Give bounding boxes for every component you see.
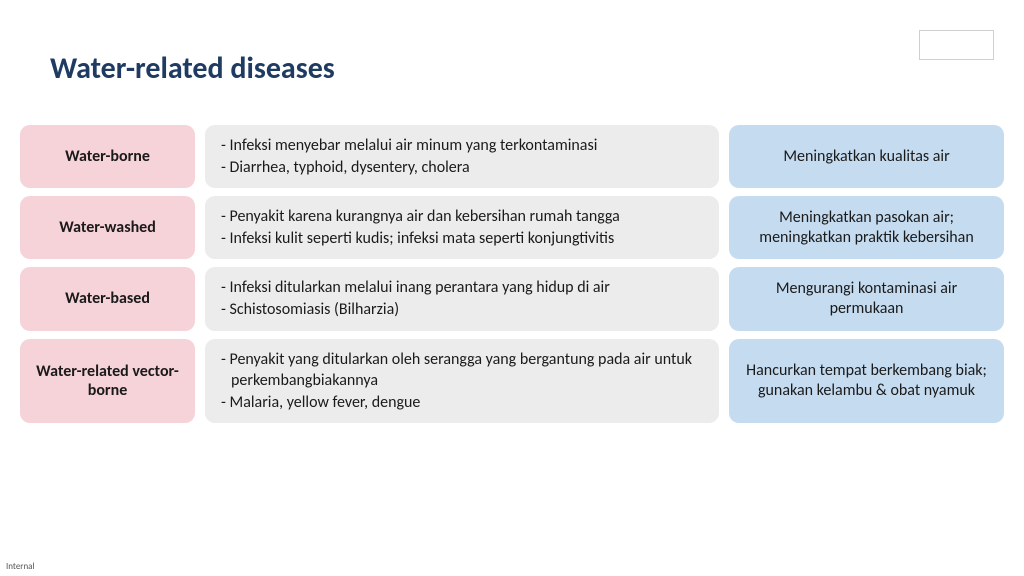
- category-cell: Water-borne: [20, 125, 195, 188]
- action-cell: Meningkatkan pasokan air; meningkatkan p…: [729, 196, 1004, 259]
- page-title: Water-related diseases: [50, 50, 335, 87]
- description-cell: Penyakit yang ditularkan oleh serangga y…: [205, 339, 719, 424]
- description-cell: Infeksi ditularkan melalui inang peranta…: [205, 267, 719, 330]
- description-item: Schistosomiasis (Bilharzia): [219, 299, 701, 321]
- category-cell: Water-washed: [20, 196, 195, 259]
- category-cell: Water-related vector-borne: [20, 339, 195, 424]
- description-cell: Penyakit karena kurangnya air dan kebers…: [205, 196, 719, 259]
- disease-table: Water-borne Infeksi menyebar melalui air …: [20, 125, 1004, 423]
- description-item: Penyakit yang ditularkan oleh serangga y…: [219, 349, 701, 392]
- description-item: Infeksi ditularkan melalui inang peranta…: [219, 277, 701, 299]
- action-cell: Hancurkan tempat berkembang biak; gunaka…: [729, 339, 1004, 424]
- footer-label: Internal: [6, 561, 35, 572]
- table-row: Water-washed Penyakit karena kurangnya ai…: [20, 196, 1004, 259]
- description-item: Infeksi kulit seperti kudis; infeksi mat…: [219, 228, 701, 250]
- description-cell: Infeksi menyebar melalui air minum yang …: [205, 125, 719, 188]
- description-item: Infeksi menyebar melalui air minum yang …: [219, 135, 701, 157]
- table-row: Water-based Infeksi ditularkan melalui in…: [20, 267, 1004, 330]
- action-cell: Meningkatkan kualitas air: [729, 125, 1004, 188]
- description-item: Penyakit karena kurangnya air dan kebers…: [219, 206, 701, 228]
- action-cell: Mengurangi kontaminasi air permukaan: [729, 267, 1004, 330]
- table-row: Water-related vector-borne Penyakit yang …: [20, 339, 1004, 424]
- description-item: Diarrhea, typhoid, dysentery, cholera: [219, 157, 701, 179]
- table-row: Water-borne Infeksi menyebar melalui air …: [20, 125, 1004, 188]
- placeholder-box: [919, 30, 994, 60]
- category-cell: Water-based: [20, 267, 195, 330]
- description-item: Malaria, yellow fever, dengue: [219, 392, 701, 414]
